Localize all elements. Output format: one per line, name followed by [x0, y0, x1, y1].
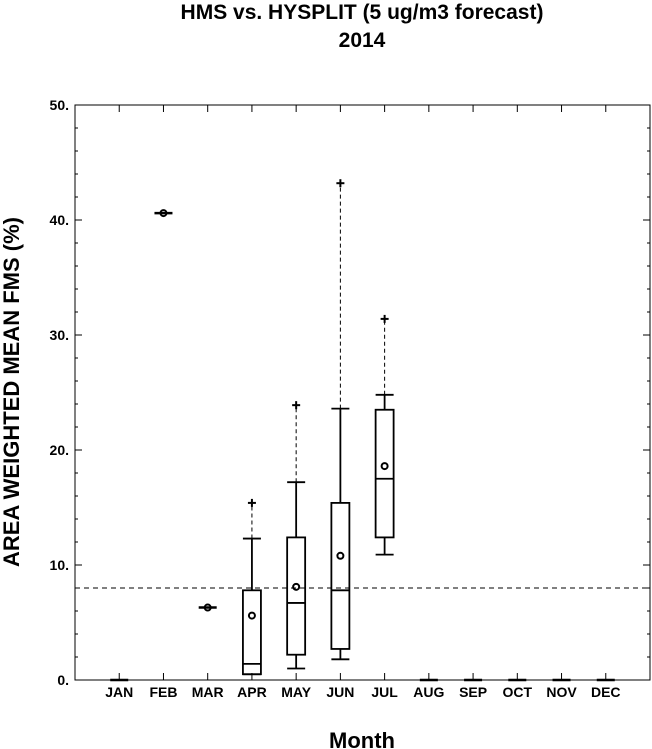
y-axis-label: AREA WEIGHTED MEAN FMS (%) — [0, 217, 24, 567]
chart-subtitle: 2014 — [339, 29, 386, 52]
x-axis: JAN FEB MAR APR MAY JUN JUL AUG SEP OCT NOV DEC — [105, 105, 621, 700]
x-tick-label-apr: APR — [237, 684, 267, 700]
y-tick-label: 20. — [50, 442, 69, 458]
x-tick-label-oct: OCT — [503, 684, 533, 700]
mean-marker — [247, 611, 256, 620]
x-axis-label: Month — [329, 728, 395, 749]
x-tick-label-jul: JUL — [371, 684, 398, 700]
mean-marker — [292, 582, 301, 591]
y-tick-label: 40. — [50, 212, 69, 228]
y-tick-label: 10. — [50, 557, 69, 573]
x-tick-label-jun: JUN — [326, 684, 354, 700]
y-tick-label: 0. — [57, 672, 69, 688]
x-tick-label-may: MAY — [281, 684, 311, 700]
mean-marker — [203, 603, 212, 612]
box-may — [286, 401, 307, 670]
plot-frame — [74, 104, 651, 681]
box-mar — [198, 603, 217, 612]
x-tick-label-sep: SEP — [459, 684, 487, 700]
x-tick-label-jan: JAN — [105, 684, 133, 700]
box-jul — [374, 314, 395, 556]
iqr-box — [242, 589, 262, 676]
x-tick-label-dec: DEC — [591, 684, 621, 700]
y-tick-label: 50. — [50, 97, 69, 113]
box-jun — [330, 179, 351, 661]
x-tick-label-aug: AUG — [413, 684, 444, 700]
box-apr — [242, 498, 262, 676]
box-series — [110, 179, 615, 682]
box-feb — [154, 209, 173, 218]
iqr-box — [330, 501, 351, 650]
x-tick-label-nov: NOV — [546, 684, 577, 700]
chart-title: HMS vs. HYSPLIT (5 ug/m3 forecast) — [181, 1, 544, 24]
iqr-box — [286, 536, 307, 656]
y-tick-label: 30. — [50, 327, 69, 343]
mean-marker — [380, 462, 389, 471]
iqr-box — [374, 408, 395, 539]
x-tick-label-mar: MAR — [192, 684, 224, 700]
mean-marker — [159, 209, 168, 218]
y-axis: 0. 10. 20. 30. 40. 50. — [50, 97, 650, 688]
mean-marker — [336, 551, 345, 560]
x-tick-label-feb: FEB — [149, 684, 177, 700]
